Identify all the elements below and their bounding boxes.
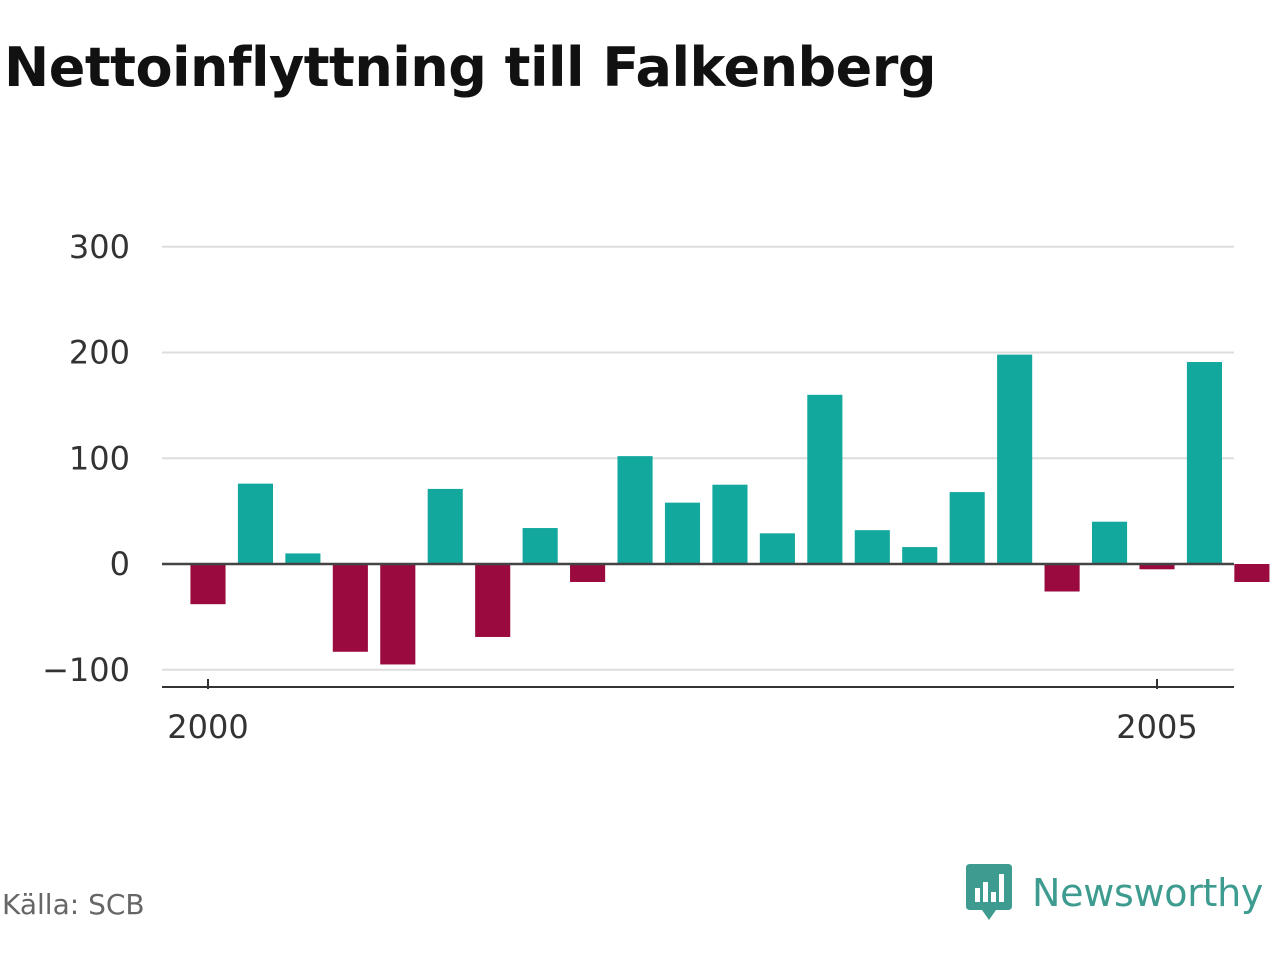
bar (475, 564, 511, 637)
bar (664, 502, 701, 564)
chart-title: Nettoinflyttning till Falkenberg (4, 36, 937, 99)
bar (1186, 362, 1222, 564)
bar (1234, 564, 1270, 582)
bar (1044, 564, 1080, 592)
brand-name: Newsworthy (1032, 871, 1264, 915)
y-tick-label: 0 (110, 545, 130, 583)
bar (1139, 564, 1175, 570)
bar (237, 483, 273, 564)
source-label: Källa: SCB (2, 888, 145, 921)
y-tick-label: −100 (42, 651, 130, 689)
bar (522, 528, 558, 564)
bar (949, 492, 985, 564)
bar (1091, 521, 1128, 564)
bar (712, 484, 748, 564)
bar (997, 354, 1033, 564)
y-tick-label: 300 (69, 228, 130, 266)
bar (807, 394, 843, 564)
gridlines (162, 245, 1234, 671)
bars (190, 354, 1270, 665)
bar (427, 488, 463, 564)
newsworthy-logo-icon (966, 864, 1012, 920)
x-tick-label: 2005 (1116, 708, 1197, 746)
bar (854, 530, 890, 564)
brand-logo: Newsworthy (964, 862, 1263, 924)
bar (332, 564, 368, 652)
y-tick-label: 100 (69, 439, 130, 477)
bar (617, 456, 653, 564)
bar (902, 547, 938, 564)
bar (190, 564, 226, 605)
bar (285, 553, 321, 564)
bar (570, 564, 606, 582)
y-tick-label: 200 (69, 334, 130, 372)
bar (759, 533, 795, 564)
x-tick-label: 2000 (167, 708, 248, 746)
bar (380, 564, 416, 665)
